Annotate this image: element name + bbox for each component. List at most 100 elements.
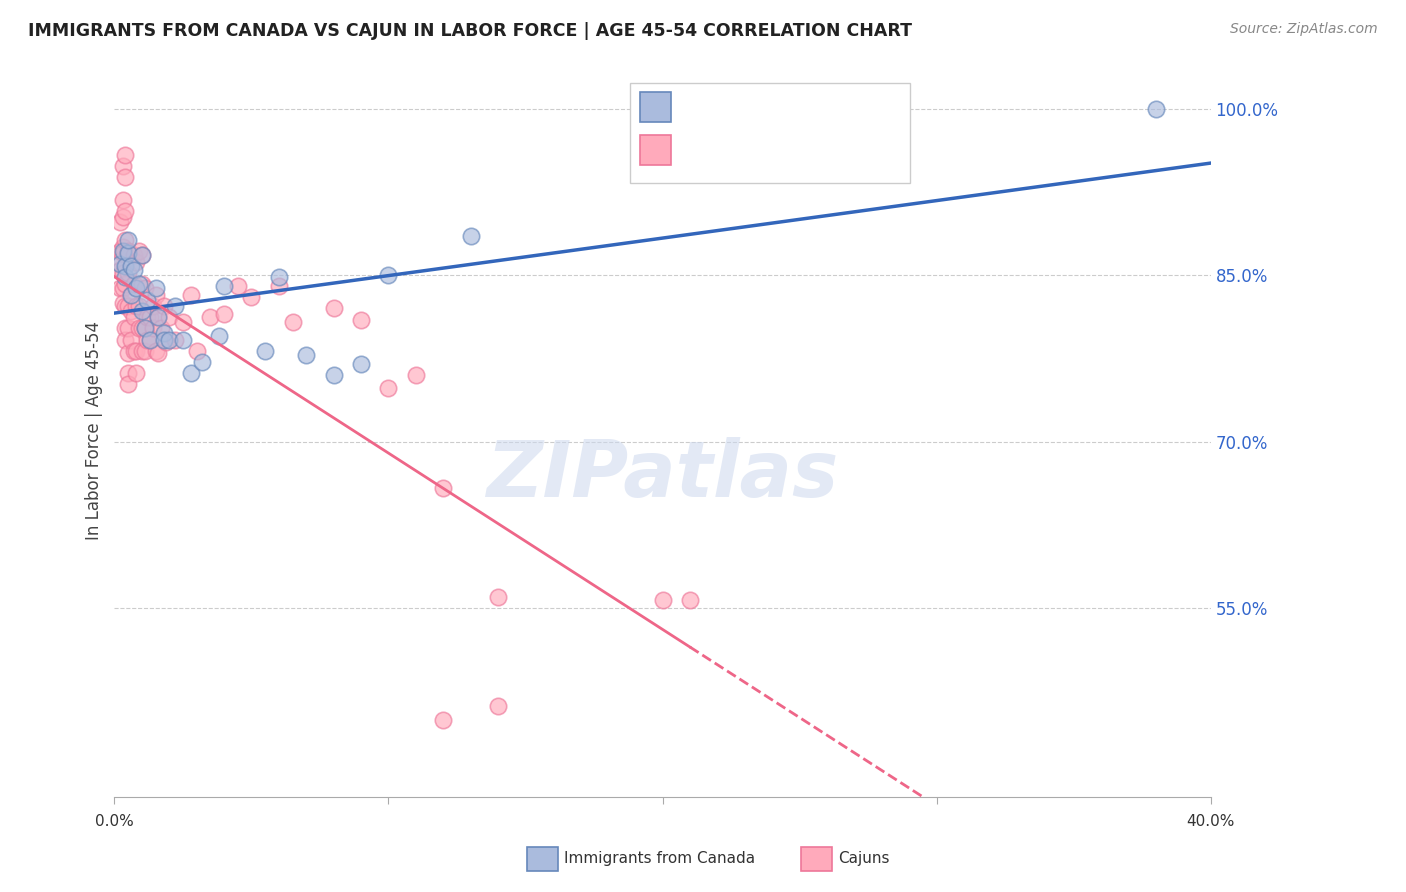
Point (212, 279, 235, 293)
Point (128, 321, 150, 335)
Point (163, 333, 186, 347)
Point (114, 233, 136, 247)
Point (111, 193, 134, 207)
Point (377, 382, 399, 396)
Point (139, 333, 162, 347)
Text: N =: N = (787, 141, 827, 159)
Point (152, 333, 174, 347)
Point (120, 333, 142, 347)
Text: 0.395: 0.395 (717, 97, 780, 115)
Point (295, 348, 318, 362)
Point (134, 321, 156, 335)
Point (111, 266, 134, 280)
Point (148, 310, 170, 325)
Point (108, 281, 131, 295)
Point (148, 310, 170, 325)
Point (460, 229, 482, 244)
Point (134, 321, 156, 335)
Text: ZIPatlas: ZIPatlas (486, 437, 838, 513)
Point (1144, 102, 1167, 116)
Point (186, 343, 208, 358)
Point (240, 290, 263, 304)
Point (111, 246, 134, 260)
Point (139, 310, 162, 325)
Point (267, 279, 290, 293)
Point (117, 321, 139, 335)
Point (120, 288, 142, 302)
Point (125, 281, 148, 295)
Point (136, 293, 159, 307)
Point (125, 343, 148, 358)
Point (131, 248, 153, 262)
Text: IMMIGRANTS FROM CANADA VS CAJUN IN LABOR FORCE | AGE 45-54 CORRELATION CHART: IMMIGRANTS FROM CANADA VS CAJUN IN LABOR… (28, 22, 912, 40)
Point (111, 281, 134, 295)
Point (114, 170, 136, 185)
Point (111, 159, 134, 173)
Point (131, 248, 153, 262)
Point (114, 299, 136, 313)
Point (117, 366, 139, 380)
Point (157, 333, 180, 347)
Point (108, 244, 131, 258)
Text: R =: R = (679, 97, 718, 115)
Point (172, 333, 194, 347)
Point (131, 321, 153, 335)
Point (125, 299, 148, 313)
Point (212, 307, 235, 321)
Point (125, 255, 148, 269)
Point (117, 233, 139, 247)
Point (122, 277, 145, 291)
Point (134, 281, 156, 295)
Text: Immigrants from Canada: Immigrants from Canada (564, 851, 755, 865)
Point (486, 591, 509, 605)
Point (254, 343, 277, 358)
Point (150, 321, 173, 335)
Point (114, 333, 136, 347)
Point (105, 255, 128, 269)
Point (226, 279, 249, 293)
Point (114, 203, 136, 218)
Point (180, 366, 202, 380)
Point (486, 699, 509, 714)
Point (267, 270, 290, 285)
Point (111, 211, 134, 225)
Point (128, 244, 150, 258)
Point (200, 310, 222, 325)
Text: N =: N = (787, 97, 827, 115)
Text: 0.0%: 0.0% (96, 814, 134, 829)
Text: 82: 82 (823, 141, 848, 159)
Point (117, 346, 139, 360)
Point (350, 357, 373, 371)
Point (142, 321, 165, 335)
Point (122, 262, 145, 277)
Point (145, 343, 167, 358)
Y-axis label: In Labor Force | Age 45-54: In Labor Force | Age 45-54 (86, 321, 103, 541)
Point (122, 248, 145, 262)
Point (145, 281, 167, 295)
Point (117, 299, 139, 313)
Point (114, 277, 136, 291)
Point (108, 257, 131, 271)
Point (128, 277, 150, 291)
Text: 35: 35 (823, 97, 848, 115)
Point (114, 260, 136, 274)
Text: 40.0%: 40.0% (1187, 814, 1234, 829)
Point (651, 592, 673, 607)
Point (163, 299, 186, 313)
Point (117, 377, 139, 392)
Point (322, 301, 344, 316)
Point (120, 288, 142, 302)
Point (120, 260, 142, 274)
Text: Source: ZipAtlas.com: Source: ZipAtlas.com (1230, 22, 1378, 37)
Point (152, 326, 174, 340)
Point (191, 355, 214, 369)
Point (125, 366, 148, 380)
Point (114, 270, 136, 285)
Point (131, 303, 153, 318)
Point (139, 333, 162, 347)
Point (350, 312, 373, 326)
Point (108, 215, 131, 229)
Point (131, 277, 153, 291)
Point (432, 713, 454, 727)
Point (122, 310, 145, 325)
